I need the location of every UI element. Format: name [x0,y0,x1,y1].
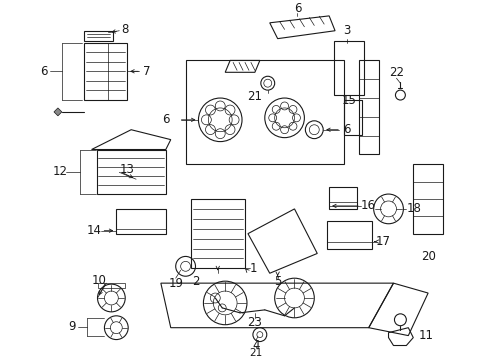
Text: 17: 17 [375,235,390,248]
Text: 5: 5 [273,275,281,288]
Bar [412,165,442,234]
Text: 18: 18 [406,202,420,215]
Text: 8: 8 [121,23,128,36]
Bar [358,60,378,154]
Text: 10: 10 [91,274,106,287]
Text: 21: 21 [249,348,262,359]
Text: 2: 2 [191,275,199,288]
Bar [326,221,371,248]
Bar [185,60,343,165]
Polygon shape [54,108,62,116]
Text: 14: 14 [86,224,101,237]
Text: 23: 23 [247,316,262,329]
Bar [83,42,127,100]
Text: 16: 16 [360,199,375,212]
Text: 15: 15 [341,94,356,107]
Text: 19: 19 [168,276,183,290]
Text: 13: 13 [119,163,134,176]
Bar [96,149,165,194]
Bar [333,41,363,95]
Text: 6: 6 [342,123,350,136]
Text: 21: 21 [247,90,262,103]
Bar [343,100,361,135]
Text: 11: 11 [417,329,432,342]
Text: 22: 22 [388,66,403,79]
Text: 3: 3 [343,24,350,37]
Text: 6: 6 [293,3,301,15]
Text: 7: 7 [143,65,150,78]
Text: 9: 9 [68,320,75,333]
Text: 6: 6 [40,65,48,78]
Text: 6: 6 [162,113,169,126]
Text: 12: 12 [52,165,67,178]
Text: 4: 4 [252,339,259,352]
Bar [328,187,356,209]
Text: 20: 20 [420,250,435,263]
Text: 1: 1 [249,262,257,275]
Bar [116,209,165,234]
Bar [190,199,244,268]
